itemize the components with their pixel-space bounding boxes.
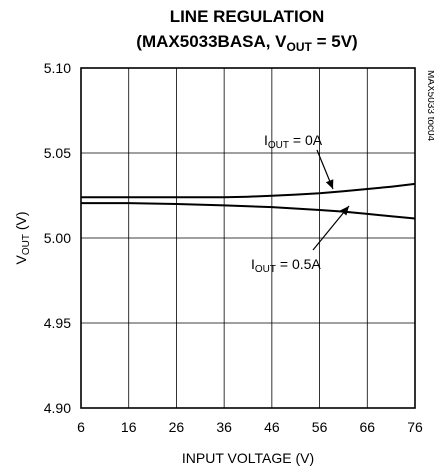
series-line-0-5a — [81, 202, 416, 220]
series-label-0-5a: IOUT = 0.5A — [251, 256, 321, 275]
arrow-0-5a-head — [340, 206, 349, 216]
x-tick-labels: 6 16 26 36 46 56 66 76 — [77, 419, 423, 435]
x-tick-label: 66 — [359, 419, 375, 435]
x-tick-label: 26 — [169, 419, 185, 435]
chart-title-line1: LINE REGULATION — [170, 7, 325, 26]
x-tick-label: 6 — [77, 419, 85, 435]
arrow-0-5a — [312, 205, 350, 251]
chart-title-line2: (MAX5033BASA, VOUT = 5V) — [136, 32, 357, 54]
x-axis-label: INPUT VOLTAGE (V) — [182, 450, 314, 466]
grid — [81, 68, 415, 408]
y-tick-label: 4.95 — [44, 315, 71, 331]
arrow-0a-head — [325, 179, 334, 189]
y-tick-labels: 5.10 5.05 5.00 4.95 4.90 — [44, 60, 71, 416]
annotation-arrows — [312, 149, 350, 251]
x-tick-label: 76 — [407, 419, 423, 435]
x-tick-label: 36 — [216, 419, 232, 435]
x-tick-label: 56 — [312, 419, 328, 435]
series-line-0a — [81, 182, 416, 199]
y-tick-label: 4.90 — [44, 400, 71, 416]
y-tick-label: 5.10 — [44, 60, 71, 76]
x-tick-label: 16 — [121, 419, 137, 435]
series-lines — [81, 182, 416, 220]
x-tick-label: 46 — [264, 419, 280, 435]
series-label-0a: IOUT = 0A — [264, 132, 323, 151]
y-tick-label: 5.00 — [44, 230, 71, 246]
figure-id-label: MAX5033 toc04 — [425, 70, 434, 142]
y-axis-label: VOUT (V) — [13, 211, 32, 264]
y-tick-label: 5.05 — [44, 145, 71, 161]
